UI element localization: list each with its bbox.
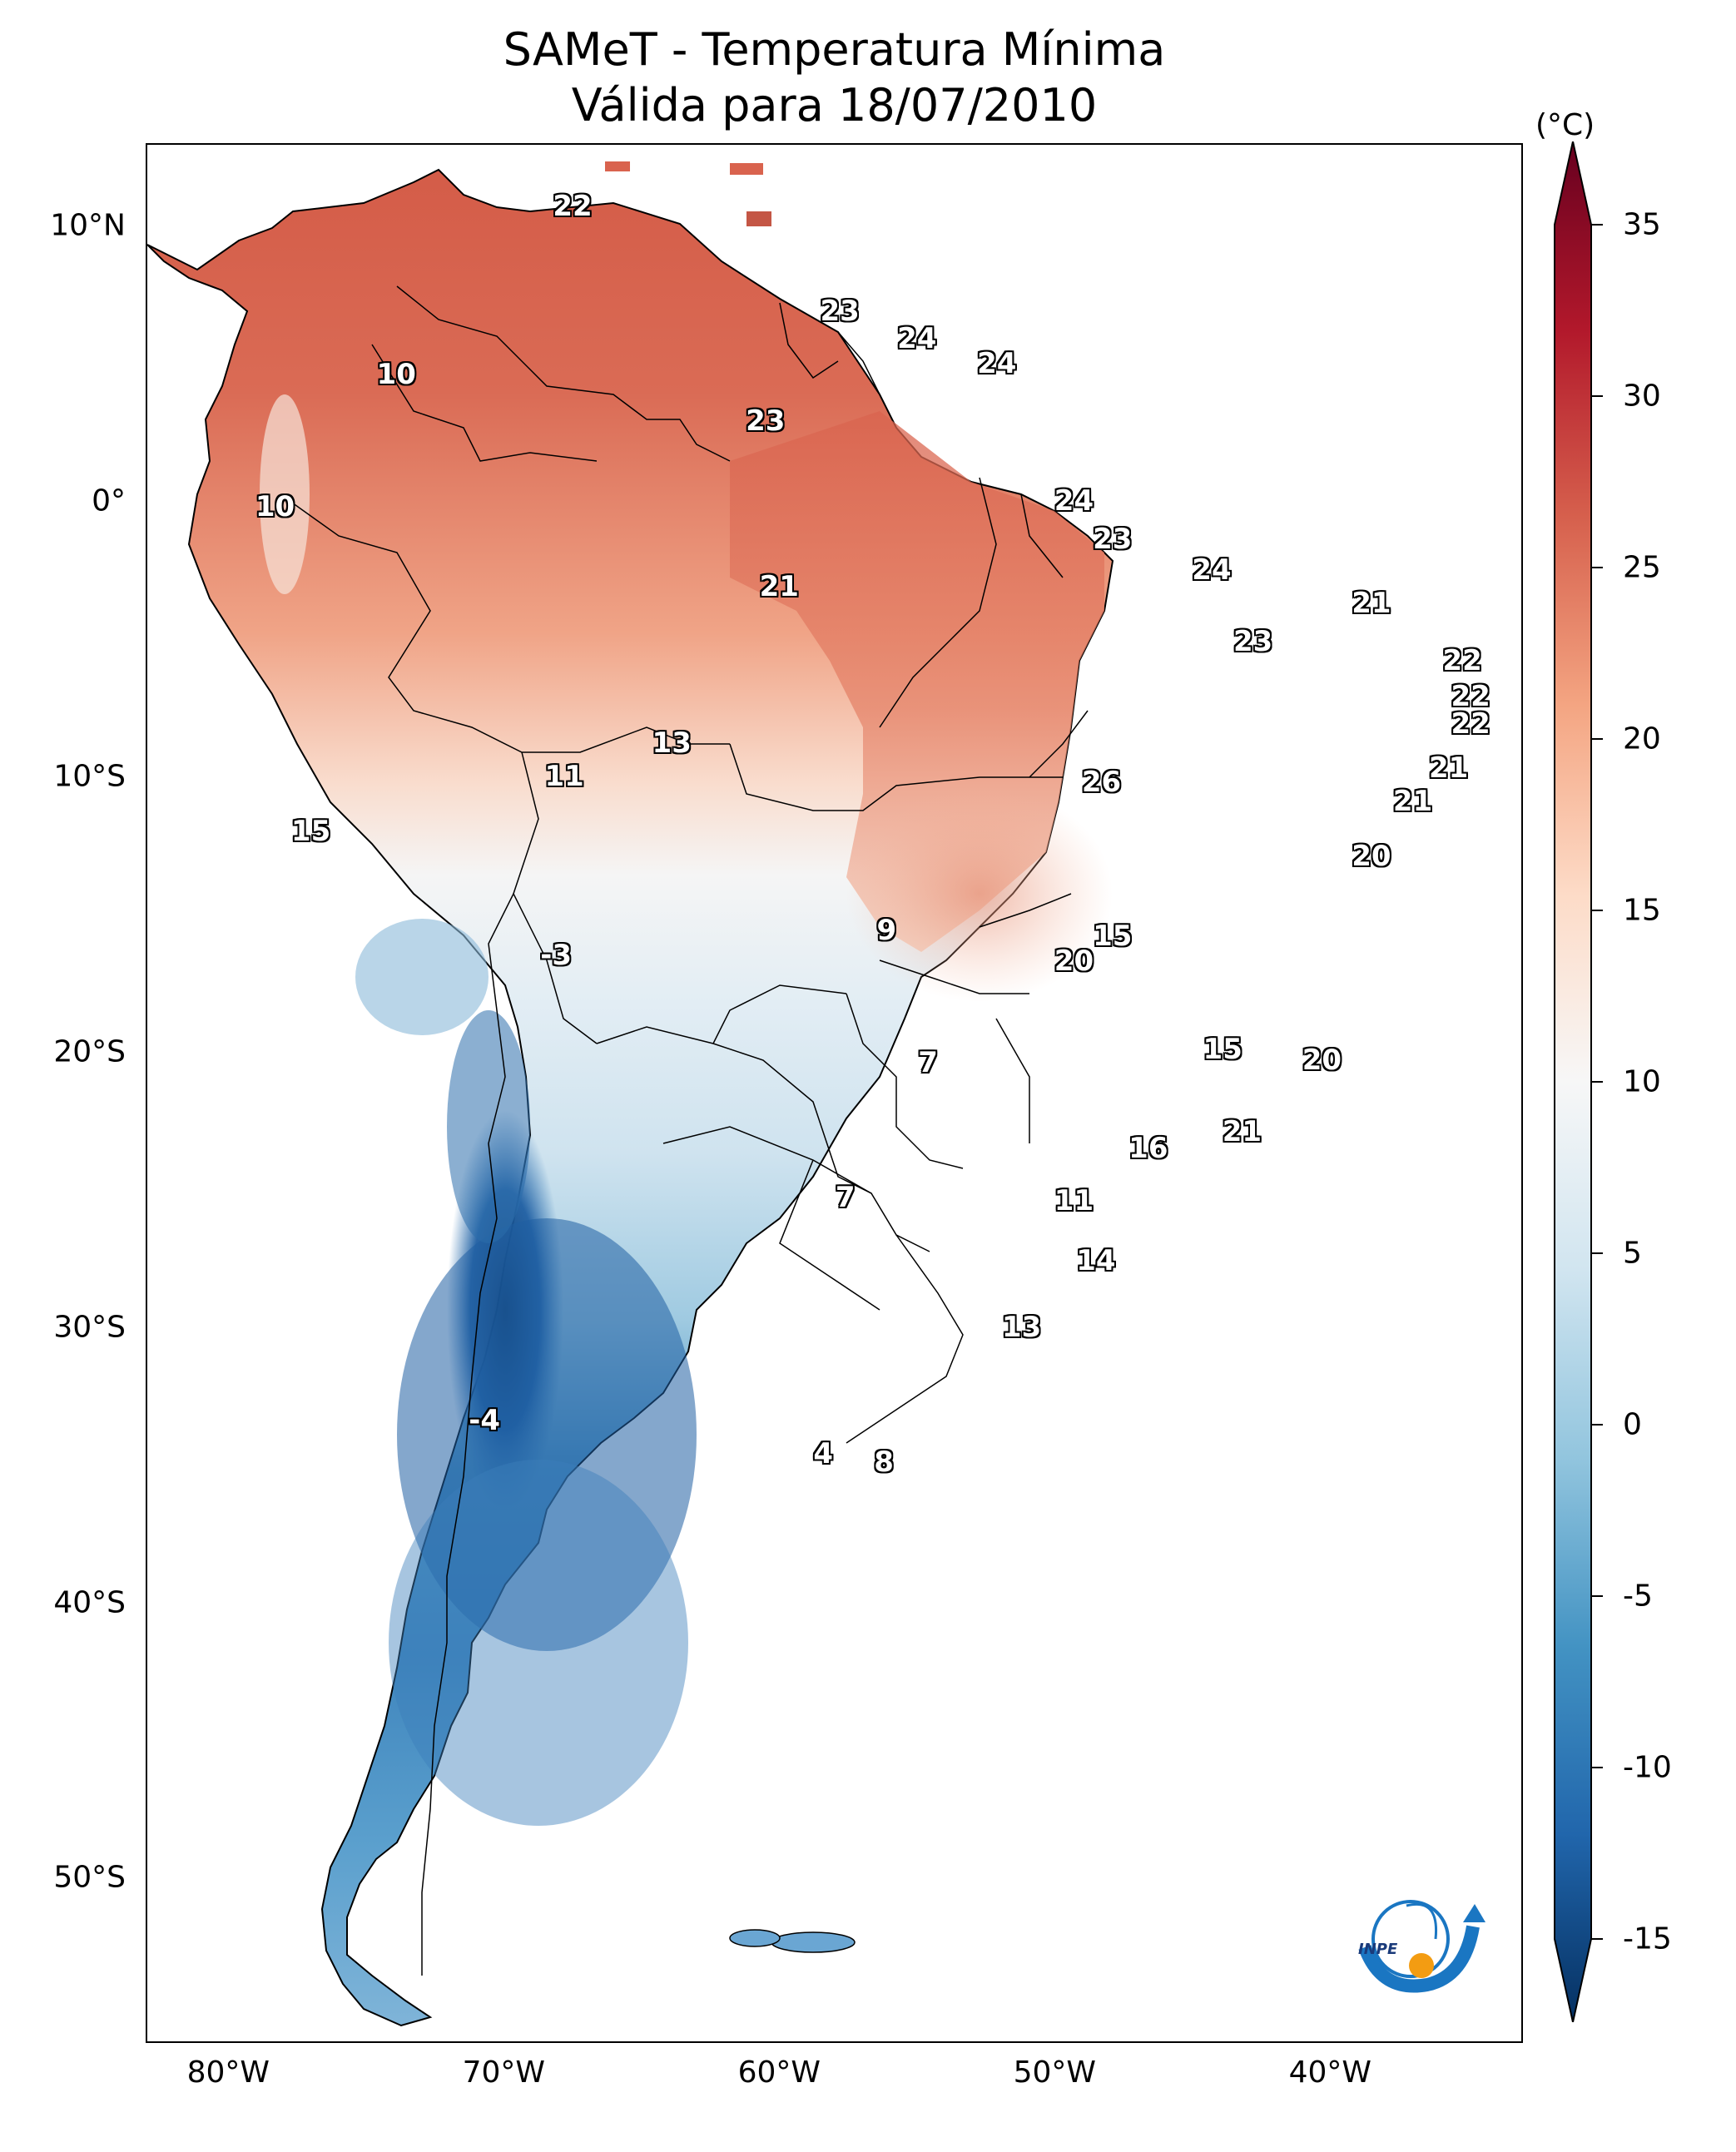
lat-tick-label: 0° — [92, 483, 126, 518]
colorbar-tick-mark — [1591, 910, 1603, 911]
temperature-value-label: 7 — [918, 1046, 938, 1080]
colorbar-tick-label: -5 — [1623, 1579, 1653, 1614]
temperature-value-label: 24 — [977, 346, 1017, 380]
inpe-logo: INPE — [1358, 1900, 1486, 1993]
temperature-value-label: 9 — [876, 914, 897, 948]
temperature-value-label: -3 — [540, 939, 573, 973]
temperature-value-label: 21 — [1352, 586, 1391, 620]
map-subtitle: Válida para 18/07/2010 — [571, 79, 1098, 131]
colorbar-tick-mark — [1591, 1252, 1603, 1254]
temperature-value-label: 22 — [1451, 707, 1490, 741]
temperature-value-label: 21 — [759, 569, 799, 603]
temperature-value-label: 10 — [255, 489, 295, 523]
colorbar — [1554, 141, 1592, 2022]
colorbar-unit: (°C) — [1535, 108, 1595, 142]
lat-tick-label: 50°S — [53, 1860, 126, 1895]
lat-tick-label: 30°S — [53, 1310, 126, 1345]
temperature-value-label: 11 — [544, 760, 584, 793]
colorbar-tick-label: -15 — [1623, 1921, 1672, 1956]
colorbar-tick-mark — [1591, 738, 1603, 740]
temperature-value-label: 23 — [1233, 624, 1273, 658]
colorbar-tick-label: -10 — [1623, 1750, 1672, 1785]
map-area — [146, 143, 1523, 2043]
svg-text:INPE: INPE — [1358, 1941, 1398, 1958]
temperature-value-label: 20 — [1352, 839, 1391, 873]
temperature-value-label: 26 — [1081, 765, 1122, 799]
temperature-value-label: 16 — [1128, 1131, 1168, 1165]
lon-tick-label: 80°W — [186, 2055, 270, 2090]
colorbar-tick-label: 0 — [1623, 1407, 1642, 1442]
temperature-value-label: 15 — [1203, 1032, 1242, 1066]
temperature-value-label: 13 — [652, 726, 692, 761]
map-title: SAMeT - Temperatura Mínima — [503, 23, 1166, 76]
colorbar-tick-label: 25 — [1623, 550, 1661, 585]
temperature-value-label: 15 — [290, 815, 331, 849]
temperature-value-label: 14 — [1076, 1244, 1116, 1278]
colorbar-tick-mark — [1591, 1081, 1603, 1083]
temperature-value-label: 4 — [813, 1436, 834, 1470]
temperature-value-label: 10 — [376, 357, 416, 391]
temperature-value-label: 11 — [1054, 1183, 1094, 1217]
temperature-value-label: 22 — [1451, 680, 1490, 714]
colorbar-tick-mark — [1591, 1424, 1603, 1426]
lon-tick-label: 60°W — [737, 2055, 821, 2090]
temperature-value-label: 23 — [1093, 523, 1133, 557]
lat-tick-label: 10°N — [50, 208, 126, 243]
temperature-value-label: 21 — [1392, 784, 1433, 818]
lat-tick-label: 10°S — [53, 759, 126, 794]
country-borders — [280, 285, 1089, 1976]
temperature-value-label: -4 — [469, 1404, 501, 1438]
falkland-islands — [771, 1931, 856, 1953]
temperature-value-label: 22 — [553, 190, 593, 224]
lon-tick-label: 40°W — [1288, 2055, 1371, 2090]
temperature-value-label: 21 — [1222, 1114, 1262, 1148]
temperature-value-label: 24 — [897, 321, 937, 355]
temperature-field — [147, 161, 1114, 2027]
temperature-value-label: 23 — [746, 404, 786, 439]
lat-tick-label: 20°S — [53, 1034, 126, 1069]
colorbar-tick-label: 20 — [1623, 721, 1661, 756]
temperature-value-label: 7 — [835, 1181, 856, 1215]
temperature-value-label: 23 — [820, 294, 860, 328]
lon-tick-label: 70°W — [462, 2055, 545, 2090]
lon-tick-label: 50°W — [1013, 2055, 1096, 2090]
colorbar-body — [1554, 141, 1592, 2022]
temperature-value-label: 20 — [1054, 944, 1094, 978]
colorbar-tick-label: 10 — [1623, 1064, 1661, 1099]
colorbar-tick-mark — [1591, 567, 1603, 568]
temperature-value-label: 20 — [1302, 1043, 1342, 1077]
colorbar-tick-mark — [1591, 1595, 1603, 1597]
colorbar-tick-label: 15 — [1623, 893, 1661, 928]
colorbar-tick-label: 35 — [1623, 207, 1661, 242]
temperature-value-label: 21 — [1428, 751, 1469, 786]
temperature-value-label: 8 — [874, 1445, 894, 1479]
colorbar-tick-label: 5 — [1623, 1236, 1642, 1271]
lat-tick-label: 40°S — [53, 1585, 126, 1620]
temperature-value-label: 24 — [1192, 553, 1232, 587]
temperature-value-label: 24 — [1054, 484, 1094, 518]
colorbar-tick-mark — [1591, 1938, 1603, 1940]
colorbar-tick-mark — [1591, 1767, 1603, 1768]
temperature-value-label: 22 — [1442, 644, 1482, 678]
temperature-value-label: 15 — [1093, 919, 1133, 953]
temperature-value-label: 13 — [1001, 1310, 1042, 1344]
colorbar-tick-label: 30 — [1623, 379, 1661, 414]
colorbar-tick-mark — [1591, 395, 1603, 397]
colorbar-tick-mark — [1591, 224, 1603, 226]
